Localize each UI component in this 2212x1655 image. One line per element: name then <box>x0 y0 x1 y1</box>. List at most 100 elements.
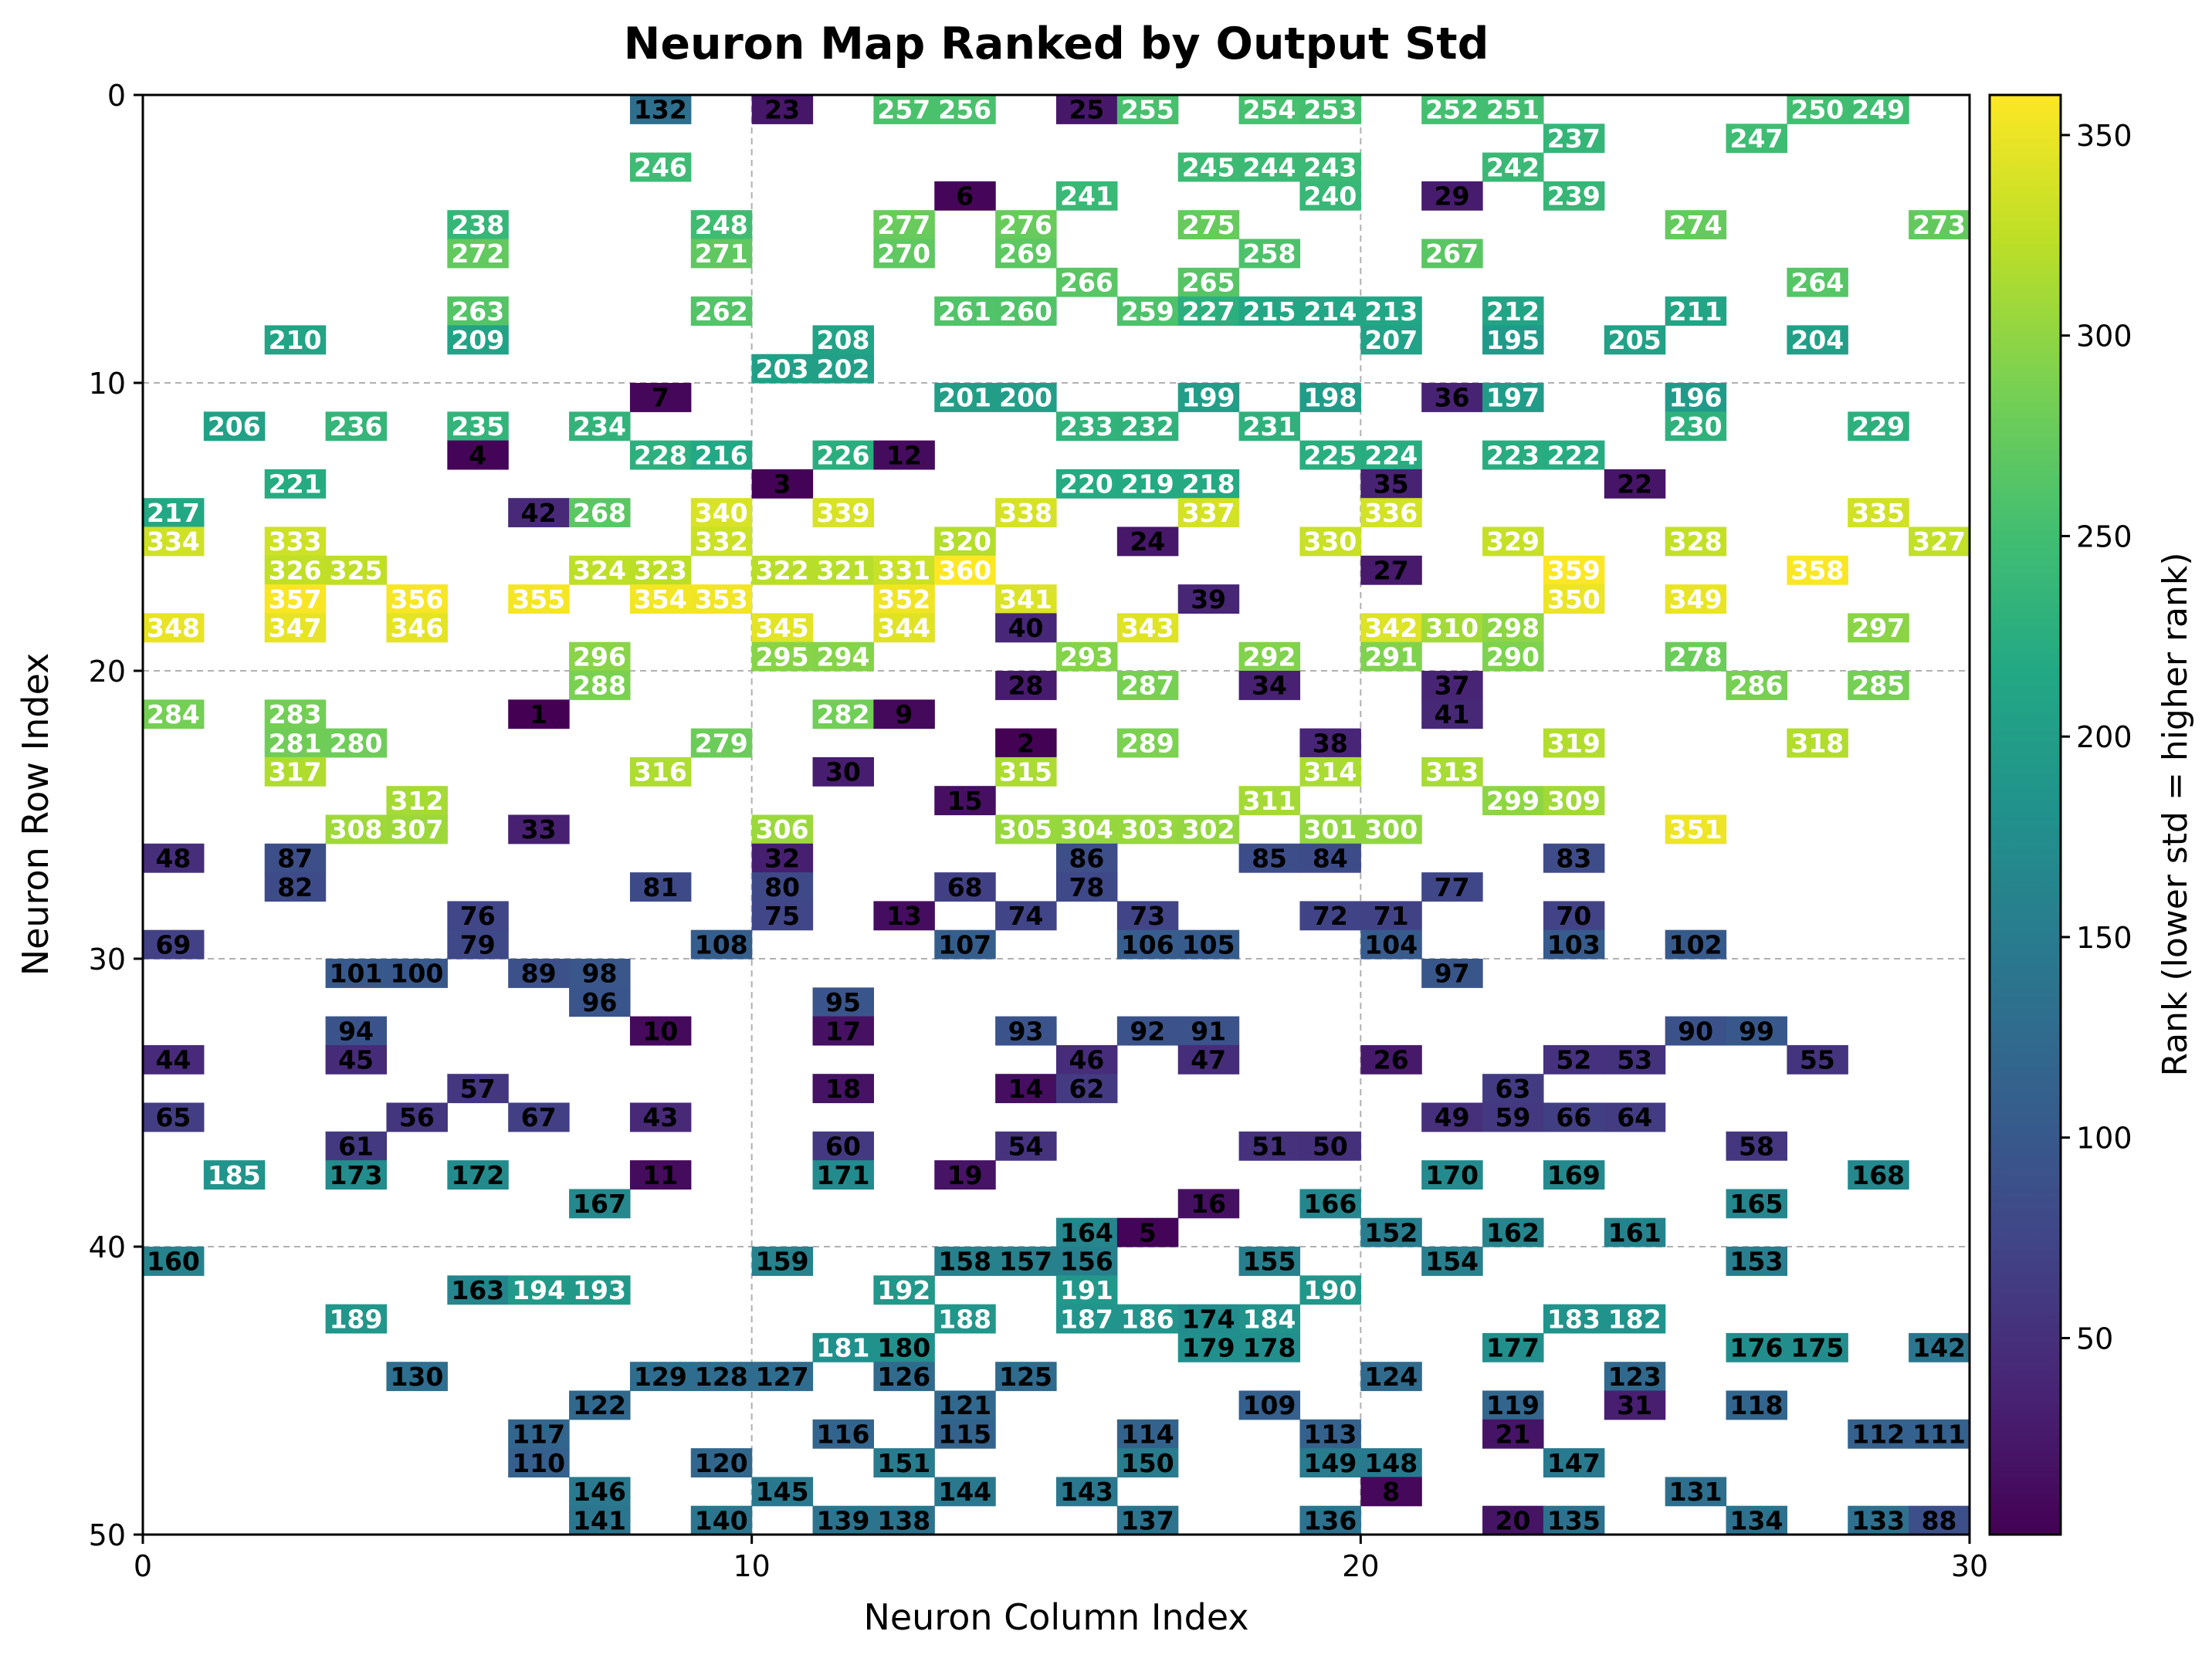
heatmap-cell <box>1056 267 1118 297</box>
y-tick-label: 0 <box>107 79 126 113</box>
heatmap-cell <box>812 987 874 1017</box>
cell-rank-label: 350 <box>1547 584 1601 614</box>
heatmap-cell <box>447 929 509 959</box>
cell-rank-label: 164 <box>1060 1217 1113 1247</box>
cell-rank-label: 68 <box>947 872 983 902</box>
cell-rank-label: 266 <box>1060 267 1113 297</box>
cell-rank-label: 133 <box>1851 1505 1905 1535</box>
heatmap-cell <box>264 728 327 758</box>
heatmap-cell <box>1299 1189 1361 1219</box>
heatmap-cell <box>325 959 388 988</box>
cell-rank-label: 201 <box>938 383 991 413</box>
cell-rank-label: 132 <box>634 95 687 125</box>
heatmap-cell <box>1238 239 1301 269</box>
cell-rank-label: 244 <box>1243 152 1296 182</box>
cell-rank-label: 17 <box>825 1016 861 1046</box>
cell-rank-label: 216 <box>695 440 748 470</box>
cell-rank-label: 255 <box>1121 95 1174 125</box>
cell-rank-label: 94 <box>338 1016 374 1046</box>
cell-rank-label: 312 <box>390 786 443 816</box>
heatmap-cell <box>1482 383 1544 412</box>
cell-rank-label: 71 <box>1374 901 1409 931</box>
cell-rank-label: 173 <box>330 1160 383 1190</box>
heatmap-cell <box>812 1332 874 1362</box>
heatmap-cell <box>934 526 996 557</box>
cell-rank-label: 137 <box>1121 1505 1174 1535</box>
heatmap-cell <box>1177 383 1240 412</box>
heatmap-cell <box>690 728 753 758</box>
cell-rank-label: 360 <box>938 555 991 585</box>
cell-rank-label: 267 <box>1425 239 1479 269</box>
heatmap-cell <box>1787 95 1848 124</box>
heatmap-cell <box>1787 267 1848 297</box>
heatmap-cell <box>569 498 631 528</box>
cell-rank-label: 103 <box>1547 929 1601 959</box>
heatmap-cell <box>447 901 509 931</box>
heatmap-cell <box>995 901 1057 931</box>
heatmap-cell <box>1177 498 1240 528</box>
heatmap-cell <box>1177 469 1240 499</box>
cell-rank-label: 188 <box>938 1304 991 1334</box>
heatmap-cell <box>1543 555 1605 585</box>
heatmap-cell <box>1543 1448 1605 1477</box>
heatmap-cell <box>873 901 935 931</box>
heatmap-cell <box>1238 1332 1301 1362</box>
heatmap-cell <box>1482 152 1544 182</box>
heatmap-cell <box>1665 296 1727 326</box>
heatmap-cell <box>1299 95 1361 124</box>
heatmap-cell <box>995 296 1057 326</box>
heatmap-cell <box>1116 1419 1179 1449</box>
cell-rank-label: 215 <box>1243 296 1296 327</box>
cell-rank-label: 248 <box>695 210 748 240</box>
heatmap-cell <box>447 296 509 326</box>
heatmap-cell <box>143 498 205 528</box>
cell-rank-label: 282 <box>817 699 870 729</box>
cell-rank-label: 170 <box>1425 1160 1479 1190</box>
heatmap-cell <box>1238 1131 1301 1161</box>
y-tick-label: 10 <box>89 367 126 401</box>
cell-rank-label: 50 <box>1313 1131 1348 1161</box>
cell-rank-label: 105 <box>1182 929 1235 959</box>
cell-rank-label: 309 <box>1547 786 1601 816</box>
cell-rank-label: 317 <box>269 757 322 787</box>
cell-rank-label: 153 <box>1730 1247 1783 1277</box>
heatmap-cell <box>1543 843 1605 873</box>
heatmap-cell <box>1665 929 1727 959</box>
heatmap-cell <box>629 555 692 585</box>
heatmap-cell <box>1604 469 1666 499</box>
heatmap-cell <box>1238 641 1301 672</box>
cell-rank-label: 236 <box>330 411 383 442</box>
cell-rank-label: 86 <box>1069 843 1104 873</box>
cell-rank-label: 206 <box>208 411 261 442</box>
heatmap-cell <box>1177 584 1240 614</box>
heatmap-cell <box>1238 786 1301 816</box>
cell-rank-label: 335 <box>1851 498 1905 528</box>
cell-rank-label: 289 <box>1121 728 1174 758</box>
cell-rank-label: 40 <box>1008 613 1044 643</box>
heatmap-cell <box>1299 728 1361 758</box>
cell-rank-label: 104 <box>1364 929 1418 959</box>
heatmap-cell <box>995 383 1057 412</box>
cell-rank-label: 88 <box>1922 1505 1957 1535</box>
heatmap-cell <box>934 872 996 902</box>
cell-rank-label: 207 <box>1364 325 1418 355</box>
cell-rank-label: 97 <box>1435 959 1470 989</box>
heatmap-cell <box>812 1160 874 1190</box>
heatmap-cell <box>629 756 692 787</box>
cell-rank-label: 178 <box>1243 1333 1296 1363</box>
heatmap-cell <box>1787 1332 1848 1362</box>
cell-rank-label: 340 <box>695 498 748 528</box>
heatmap-cell <box>629 1160 692 1190</box>
cell-rank-label: 322 <box>756 555 809 585</box>
heatmap-cell <box>1421 1102 1483 1132</box>
heatmap-cell <box>1299 843 1361 873</box>
cell-rank-label: 334 <box>147 526 200 557</box>
cell-rank-label: 90 <box>1678 1016 1713 1046</box>
heatmap-cell <box>1238 1390 1301 1420</box>
cell-rank-label: 43 <box>642 1102 678 1132</box>
heatmap-cell <box>1116 613 1179 643</box>
heatmap-cell <box>1056 1275 1118 1305</box>
cell-rank-label: 110 <box>512 1448 565 1478</box>
cell-rank-label: 74 <box>1008 901 1044 931</box>
heatmap-cell <box>751 1247 814 1276</box>
